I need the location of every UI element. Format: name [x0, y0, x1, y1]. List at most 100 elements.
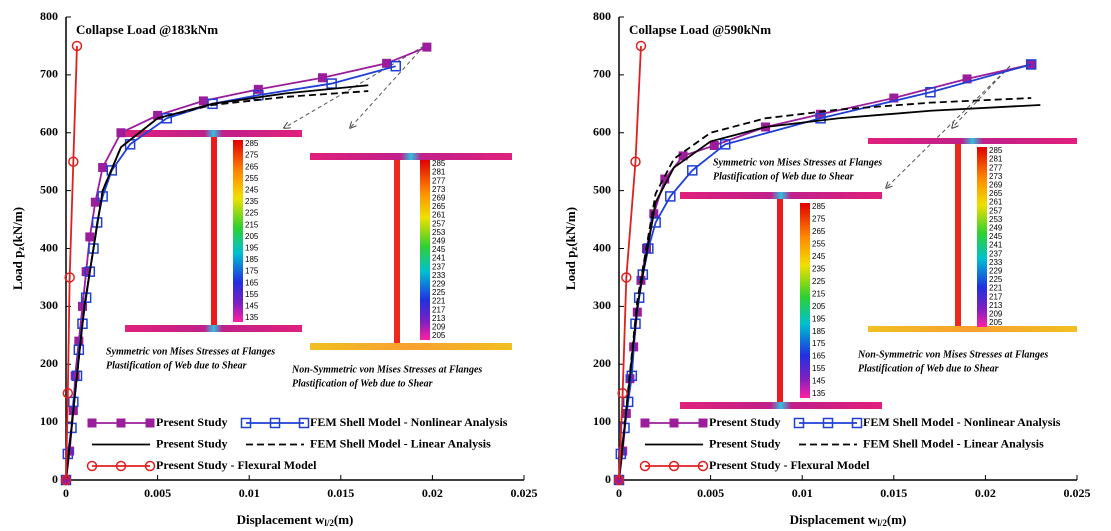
- colorbar: [977, 147, 987, 327]
- y-tick-label: 500: [593, 182, 611, 196]
- legend-marker: [117, 419, 126, 428]
- colorbar-label: 195: [812, 314, 826, 323]
- x-axis-label-part: Displacement w: [237, 512, 325, 527]
- colorbar-label: 155: [812, 364, 826, 373]
- y-tick-label: 700: [40, 67, 58, 81]
- y-tick-label: 400: [593, 240, 611, 254]
- marker: [318, 73, 327, 82]
- y-tick-label: 100: [593, 414, 611, 428]
- colorbar-label: 225: [245, 209, 259, 218]
- colorbar-label: 255: [812, 240, 826, 249]
- legend-label: Present Study: [156, 415, 227, 429]
- y-tick-label: 0: [52, 472, 58, 486]
- inset-flange: [680, 192, 882, 199]
- colorbar-label: 255: [245, 174, 259, 183]
- x-tick-label: 0.005: [697, 486, 724, 500]
- x-axis-label-part: l/2: [877, 518, 887, 528]
- legend-label: Present Study: [709, 415, 780, 429]
- inset-caption: Symmetric von Mises Stresses at Flanges: [106, 346, 275, 357]
- y-tick-label: 600: [40, 125, 58, 139]
- inset-caption: Plastification of Web due to Shear: [713, 171, 854, 182]
- inset-web: [955, 144, 961, 326]
- x-tick-label: 0.015: [327, 486, 354, 500]
- legend-label: Present Study - Flexural Model: [709, 458, 870, 472]
- x-tick-label: 0.015: [880, 486, 907, 500]
- colorbar: [233, 140, 243, 322]
- colorbar-label: 145: [812, 377, 826, 386]
- colorbar-label: 165: [812, 352, 826, 361]
- colorbar-label: 225: [812, 277, 826, 286]
- colorbar-label: 235: [245, 197, 259, 206]
- y-axis-label: Load pz(kN/m): [563, 207, 579, 290]
- y-axis-label: Load pz(kN/m): [10, 207, 26, 290]
- colorbar-label: 175: [245, 267, 259, 276]
- legend-label: FEM Shell Model - Nonlinear Analysis: [863, 415, 1061, 429]
- y-tick-label: 300: [593, 298, 611, 312]
- colorbar-label: 195: [245, 244, 259, 253]
- colorbar-label: 245: [245, 186, 259, 195]
- x-axis-label-part: (m): [334, 512, 354, 527]
- y-tick-label: 600: [593, 125, 611, 139]
- y-tick-label: 400: [40, 240, 58, 254]
- arrow: [350, 46, 424, 128]
- marker: [254, 85, 263, 94]
- x-axis-label-part: (m): [887, 512, 907, 527]
- x-axis-label-part: l/2: [324, 518, 334, 528]
- colorbar: [420, 160, 430, 340]
- x-tick-label: 0.02: [422, 486, 443, 500]
- colorbar-label: 215: [812, 289, 826, 298]
- x-tick-label: 0: [63, 486, 69, 500]
- inset-caption: Non-Symmetric von Mises Stresses at Flan…: [857, 349, 1048, 360]
- x-tick-label: 0.01: [239, 486, 260, 500]
- legend-marker: [670, 419, 679, 428]
- figure: 285 275 265 255 245 235 225 215 205 195 185 175 165 1…: [0, 0, 1111, 531]
- y-tick-label: 200: [593, 356, 611, 370]
- y-tick-label: 800: [593, 9, 611, 23]
- inset-flange: [125, 325, 302, 332]
- colorbar-label: 245: [812, 252, 826, 261]
- colorbar-label: 275: [812, 215, 826, 224]
- colorbar-label: 135: [245, 313, 259, 322]
- colorbar-label: 135: [812, 389, 826, 398]
- legend-marker: [146, 419, 155, 428]
- inset-flange: [125, 130, 302, 137]
- marker: [422, 43, 431, 52]
- y-tick-label: 0: [605, 472, 611, 486]
- inset-web: [777, 199, 783, 402]
- y-tick-label: 200: [40, 356, 58, 370]
- inset-web: [211, 137, 217, 325]
- y-tick-label: 500: [40, 182, 58, 196]
- colorbar-label: 265: [812, 227, 826, 236]
- inset-flange: [868, 326, 1077, 332]
- marker: [199, 96, 208, 105]
- inset-web: [394, 160, 400, 343]
- inset-caption: Symmetric von Mises Stresses at Flanges: [713, 157, 882, 168]
- colorbar-label: 205: [989, 318, 1003, 327]
- x-tick-label: 0.005: [144, 486, 171, 500]
- colorbar-label: 265: [245, 162, 259, 171]
- marker: [382, 59, 391, 68]
- inset-flange: [680, 402, 882, 409]
- legend-label: FEM Shell Model - Linear Analysis: [310, 436, 491, 450]
- colorbar-label: 145: [245, 302, 259, 311]
- y-tick-label: 300: [40, 298, 58, 312]
- colorbar-label: 185: [245, 255, 259, 264]
- y-axis-label-part: Load p: [10, 251, 25, 290]
- x-axis-label: Displacement wl/2(m): [237, 512, 354, 528]
- marker: [710, 141, 719, 150]
- x-axis-label: Displacement wl/2(m): [790, 512, 907, 528]
- x-tick-label: 0: [616, 486, 622, 500]
- colorbar-label: 215: [245, 220, 259, 229]
- legend-label: FEM Shell Model - Nonlinear Analysis: [310, 415, 508, 429]
- colorbar-label: 205: [432, 331, 446, 340]
- inset-caption: Plastification of Web due to Shear: [292, 378, 433, 389]
- colorbar-label: 175: [812, 339, 826, 348]
- marker: [85, 232, 94, 241]
- annotation: Collapse Load @590kNm: [629, 22, 771, 37]
- colorbar-label: 185: [812, 327, 826, 336]
- inset-flange: [868, 138, 1077, 144]
- colorbar-label: 285: [245, 139, 259, 148]
- y-tick-label: 700: [593, 67, 611, 81]
- marker: [98, 163, 107, 172]
- marker: [116, 128, 125, 137]
